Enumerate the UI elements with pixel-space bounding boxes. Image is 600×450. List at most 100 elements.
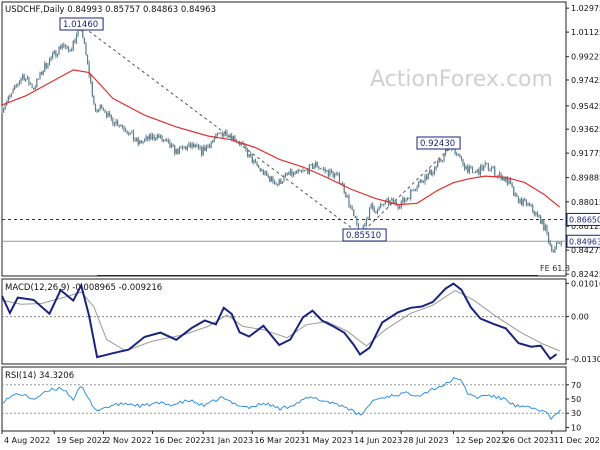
- candle-body: [262, 169, 265, 175]
- candle-body: [373, 208, 375, 213]
- candle-body: [216, 134, 219, 135]
- candle-body: [313, 166, 315, 169]
- candle-body: [254, 160, 257, 162]
- candle-body: [110, 115, 112, 119]
- rsi-y-tick-label: 10: [571, 423, 581, 432]
- candle-body: [413, 190, 415, 192]
- candle-body: [502, 177, 504, 181]
- macd-y-tick-label: -0.013006: [571, 355, 600, 364]
- candle-body: [386, 199, 388, 201]
- candle-body: [74, 40, 76, 42]
- candle-body: [475, 171, 477, 174]
- candle-body: [422, 181, 425, 183]
- candle-body: [194, 145, 196, 148]
- moving-average-line: [1, 69, 561, 208]
- candle-body: [264, 170, 266, 175]
- candle-body: [234, 136, 236, 142]
- candle-body: [294, 172, 296, 174]
- candle-body: [14, 85, 16, 90]
- candle-body: [2, 108, 5, 113]
- candle-body: [410, 190, 412, 199]
- rsi-y-tick-label: 50: [571, 395, 581, 404]
- candle-body: [191, 143, 193, 148]
- candle-body: [201, 147, 203, 155]
- candle-body: [372, 204, 374, 209]
- candle-body: [55, 51, 57, 57]
- candle-body: [159, 135, 162, 138]
- candle-body: [471, 168, 474, 173]
- candle-body: [462, 159, 464, 165]
- candle-body: [508, 179, 510, 184]
- candle-body: [167, 140, 169, 142]
- price-y-tick-label: 0.99225: [571, 53, 600, 62]
- candle-body: [37, 78, 40, 80]
- candle-body: [220, 133, 222, 134]
- candle-body: [277, 183, 279, 185]
- candle-body: [113, 124, 116, 125]
- candle-body: [478, 169, 480, 175]
- candle-body: [425, 176, 428, 180]
- fe-label: FE 61.8: [540, 264, 570, 273]
- candle-body: [399, 207, 401, 209]
- candle-body: [378, 207, 380, 210]
- rsi-y-tick-label: 70: [571, 381, 581, 390]
- candle-body: [86, 54, 89, 64]
- candle-body: [519, 199, 521, 204]
- candle-body: [213, 138, 215, 141]
- candle-body: [158, 134, 160, 138]
- macd-line: [1, 282, 558, 361]
- candle-body: [128, 133, 130, 135]
- candle-body: [115, 120, 117, 125]
- rsi-line: [1, 376, 561, 421]
- resistance-tag-box: [566, 212, 600, 226]
- candle-body: [375, 212, 377, 214]
- candle-body: [291, 170, 293, 176]
- rsi-frame: [1, 366, 567, 432]
- candle-body: [261, 169, 263, 171]
- candle-body: [208, 145, 211, 148]
- swing-high-label-box: [416, 136, 461, 150]
- candle-body: [25, 78, 27, 81]
- candle-body: [71, 48, 73, 51]
- candle-body: [258, 165, 260, 169]
- price-y-tick-label: 0.89885: [571, 174, 600, 183]
- candle-body: [327, 170, 329, 176]
- candle-body: [429, 170, 431, 174]
- candle-body: [117, 120, 119, 126]
- candle-body: [239, 142, 241, 145]
- candle-body: [305, 169, 307, 171]
- candle-body: [265, 170, 268, 176]
- candle-body: [175, 149, 177, 154]
- candle-body: [50, 57, 52, 60]
- candle-body: [151, 135, 154, 139]
- candle-body: [297, 169, 299, 172]
- candle-body: [368, 207, 371, 219]
- candle-body: [288, 173, 290, 175]
- x-tick-label: 28 Jul 2023: [403, 436, 448, 445]
- candle-body: [75, 34, 78, 42]
- candle-body: [321, 168, 323, 170]
- candle-body: [460, 156, 463, 160]
- candle-body: [476, 169, 478, 172]
- candle-body: [494, 167, 496, 177]
- candle-body: [411, 190, 413, 191]
- price-y-tick-label: 0.82425: [571, 270, 600, 279]
- candle-body: [272, 176, 274, 182]
- candle-body: [269, 176, 271, 182]
- candle-body: [48, 59, 51, 66]
- candle-body: [365, 219, 367, 225]
- x-tick-label: 26 Oct 2023: [505, 436, 554, 445]
- macd-y-tick-label: 0.00: [571, 313, 589, 322]
- rsi-panel: RSI(14) 34.3206 70 50 30 10: [1, 366, 581, 432]
- rsi-y-tick-label: 30: [571, 409, 581, 418]
- candle-body: [405, 200, 407, 202]
- candle-body: [131, 132, 133, 133]
- candle-body: [554, 246, 556, 253]
- candle-body: [139, 140, 141, 145]
- candle-body: [226, 131, 228, 136]
- candle-body: [421, 180, 423, 182]
- candle-body: [392, 198, 394, 204]
- candle-body: [464, 164, 466, 169]
- candle-body: [560, 243, 562, 245]
- candle-body: [1, 108, 3, 113]
